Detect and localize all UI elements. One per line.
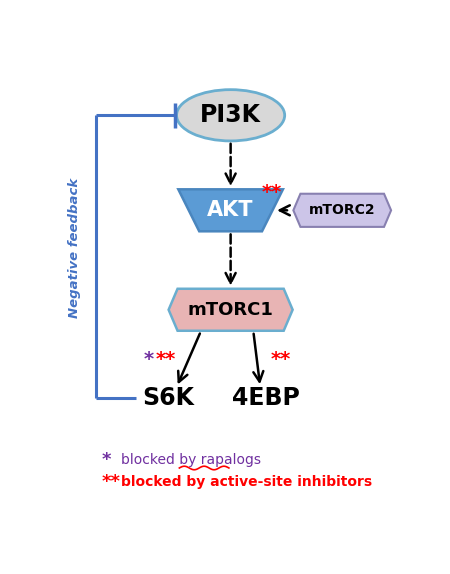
Text: **: ** bbox=[156, 350, 176, 370]
Text: *: * bbox=[144, 350, 154, 370]
Text: PI3K: PI3K bbox=[200, 103, 261, 127]
Text: 4EBP: 4EBP bbox=[232, 386, 299, 410]
Text: S6K: S6K bbox=[142, 386, 194, 410]
Polygon shape bbox=[178, 189, 283, 231]
Text: **: ** bbox=[102, 473, 121, 491]
Text: mTORC1: mTORC1 bbox=[188, 301, 274, 319]
Text: mTORC2: mTORC2 bbox=[309, 203, 376, 218]
Text: *: * bbox=[102, 451, 111, 469]
Polygon shape bbox=[293, 194, 391, 227]
Text: blocked by active-site inhibitors: blocked by active-site inhibitors bbox=[121, 475, 372, 489]
Text: Negative feedback: Negative feedback bbox=[68, 178, 81, 318]
Ellipse shape bbox=[176, 90, 285, 141]
Text: **: ** bbox=[261, 183, 282, 203]
Text: **: ** bbox=[271, 350, 291, 370]
Polygon shape bbox=[169, 289, 292, 331]
Text: blocked by rapalogs: blocked by rapalogs bbox=[121, 453, 261, 467]
Text: AKT: AKT bbox=[207, 200, 254, 220]
